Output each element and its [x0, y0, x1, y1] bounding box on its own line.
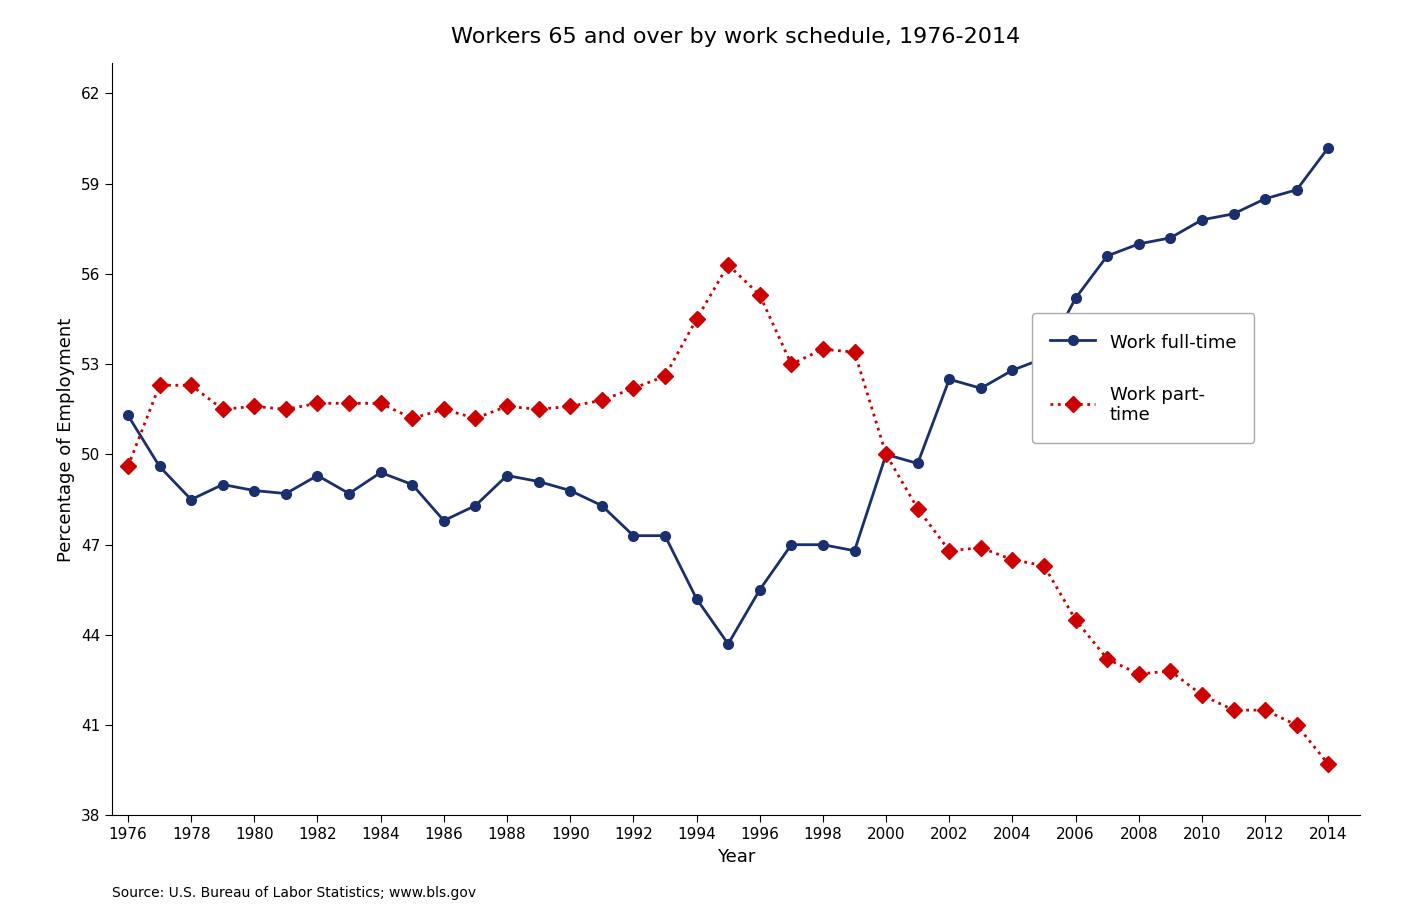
Work part-
time — [1036, 560, 1053, 571]
Work part-
time — [719, 259, 736, 270]
Work full-time — [373, 467, 390, 478]
Work full-time — [436, 516, 453, 526]
Work part-
time — [751, 290, 768, 301]
Work full-time — [151, 461, 168, 472]
Work part-
time — [1288, 719, 1305, 730]
Work part-
time — [973, 543, 990, 554]
Work full-time — [278, 488, 294, 499]
Work part-
time — [941, 545, 958, 556]
Work part-
time — [404, 413, 421, 424]
Work full-time — [1004, 365, 1021, 376]
Work full-time — [625, 530, 642, 541]
Line: Work full-time: Work full-time — [123, 143, 1333, 649]
Work part-
time — [1319, 759, 1336, 770]
Work full-time — [1256, 193, 1273, 204]
Work part-
time — [1004, 554, 1021, 565]
Work part-
time — [182, 380, 199, 390]
X-axis label: Year: Year — [716, 848, 756, 866]
Work part-
time — [593, 395, 610, 406]
Work full-time — [467, 500, 484, 511]
Work full-time — [562, 485, 579, 496]
Work full-time — [973, 383, 990, 394]
Work part-
time — [656, 371, 673, 381]
Work full-time — [719, 639, 736, 650]
Work full-time — [341, 488, 358, 499]
Work full-time — [182, 494, 199, 505]
Line: Work part-
time: Work part- time — [122, 259, 1333, 770]
Work full-time — [1319, 142, 1336, 153]
Work full-time — [688, 593, 705, 604]
Work part-
time — [1225, 705, 1242, 716]
Work part-
time — [1256, 705, 1273, 716]
Work full-time — [782, 539, 799, 550]
Work full-time — [910, 458, 927, 469]
Work part-
time — [308, 398, 325, 409]
Work full-time — [815, 539, 831, 550]
Work part-
time — [119, 461, 136, 472]
Work part-
time — [815, 343, 831, 354]
Work full-time — [119, 410, 136, 420]
Work full-time — [1130, 238, 1147, 249]
Work full-time — [845, 545, 862, 556]
Work full-time — [878, 449, 894, 460]
Y-axis label: Percentage of Employment: Percentage of Employment — [57, 317, 76, 562]
Work part-
time — [688, 313, 705, 324]
Work full-time — [1225, 208, 1242, 219]
Work part-
time — [341, 398, 358, 409]
Legend: Work full-time, Work part-
time: Work full-time, Work part- time — [1032, 313, 1255, 442]
Work full-time — [308, 470, 325, 481]
Work part-
time — [910, 503, 927, 514]
Work full-time — [941, 374, 958, 385]
Work part-
time — [373, 398, 390, 409]
Work part-
time — [1193, 689, 1210, 700]
Work part-
time — [278, 404, 294, 415]
Work part-
time — [151, 380, 168, 390]
Work part-
time — [782, 359, 799, 370]
Work part-
time — [845, 347, 862, 358]
Work full-time — [245, 485, 262, 496]
Work part-
time — [436, 404, 453, 415]
Work part-
time — [499, 400, 516, 411]
Work part-
time — [562, 400, 579, 411]
Work part-
time — [530, 404, 547, 415]
Work full-time — [499, 470, 516, 481]
Work full-time — [751, 584, 768, 595]
Work part-
time — [1130, 669, 1147, 680]
Work part-
time — [1099, 653, 1116, 664]
Work part-
time — [625, 383, 642, 394]
Work full-time — [1193, 215, 1210, 226]
Work part-
time — [467, 413, 484, 424]
Work part-
time — [1067, 614, 1084, 625]
Work part-
time — [245, 400, 262, 411]
Text: Source: U.S. Bureau of Labor Statistics; www.bls.gov: Source: U.S. Bureau of Labor Statistics;… — [112, 886, 477, 900]
Work part-
time — [878, 449, 894, 460]
Work full-time — [215, 479, 231, 490]
Work full-time — [530, 476, 547, 487]
Work full-time — [1067, 293, 1084, 304]
Work part-
time — [1162, 666, 1179, 677]
Work full-time — [1162, 233, 1179, 244]
Work full-time — [1036, 352, 1053, 363]
Work part-
time — [215, 404, 231, 415]
Work full-time — [404, 479, 421, 490]
Work full-time — [656, 530, 673, 541]
Title: Workers 65 and over by work schedule, 1976-2014: Workers 65 and over by work schedule, 19… — [451, 26, 1021, 46]
Work full-time — [1099, 250, 1116, 261]
Work full-time — [1288, 184, 1305, 195]
Work full-time — [593, 500, 610, 511]
